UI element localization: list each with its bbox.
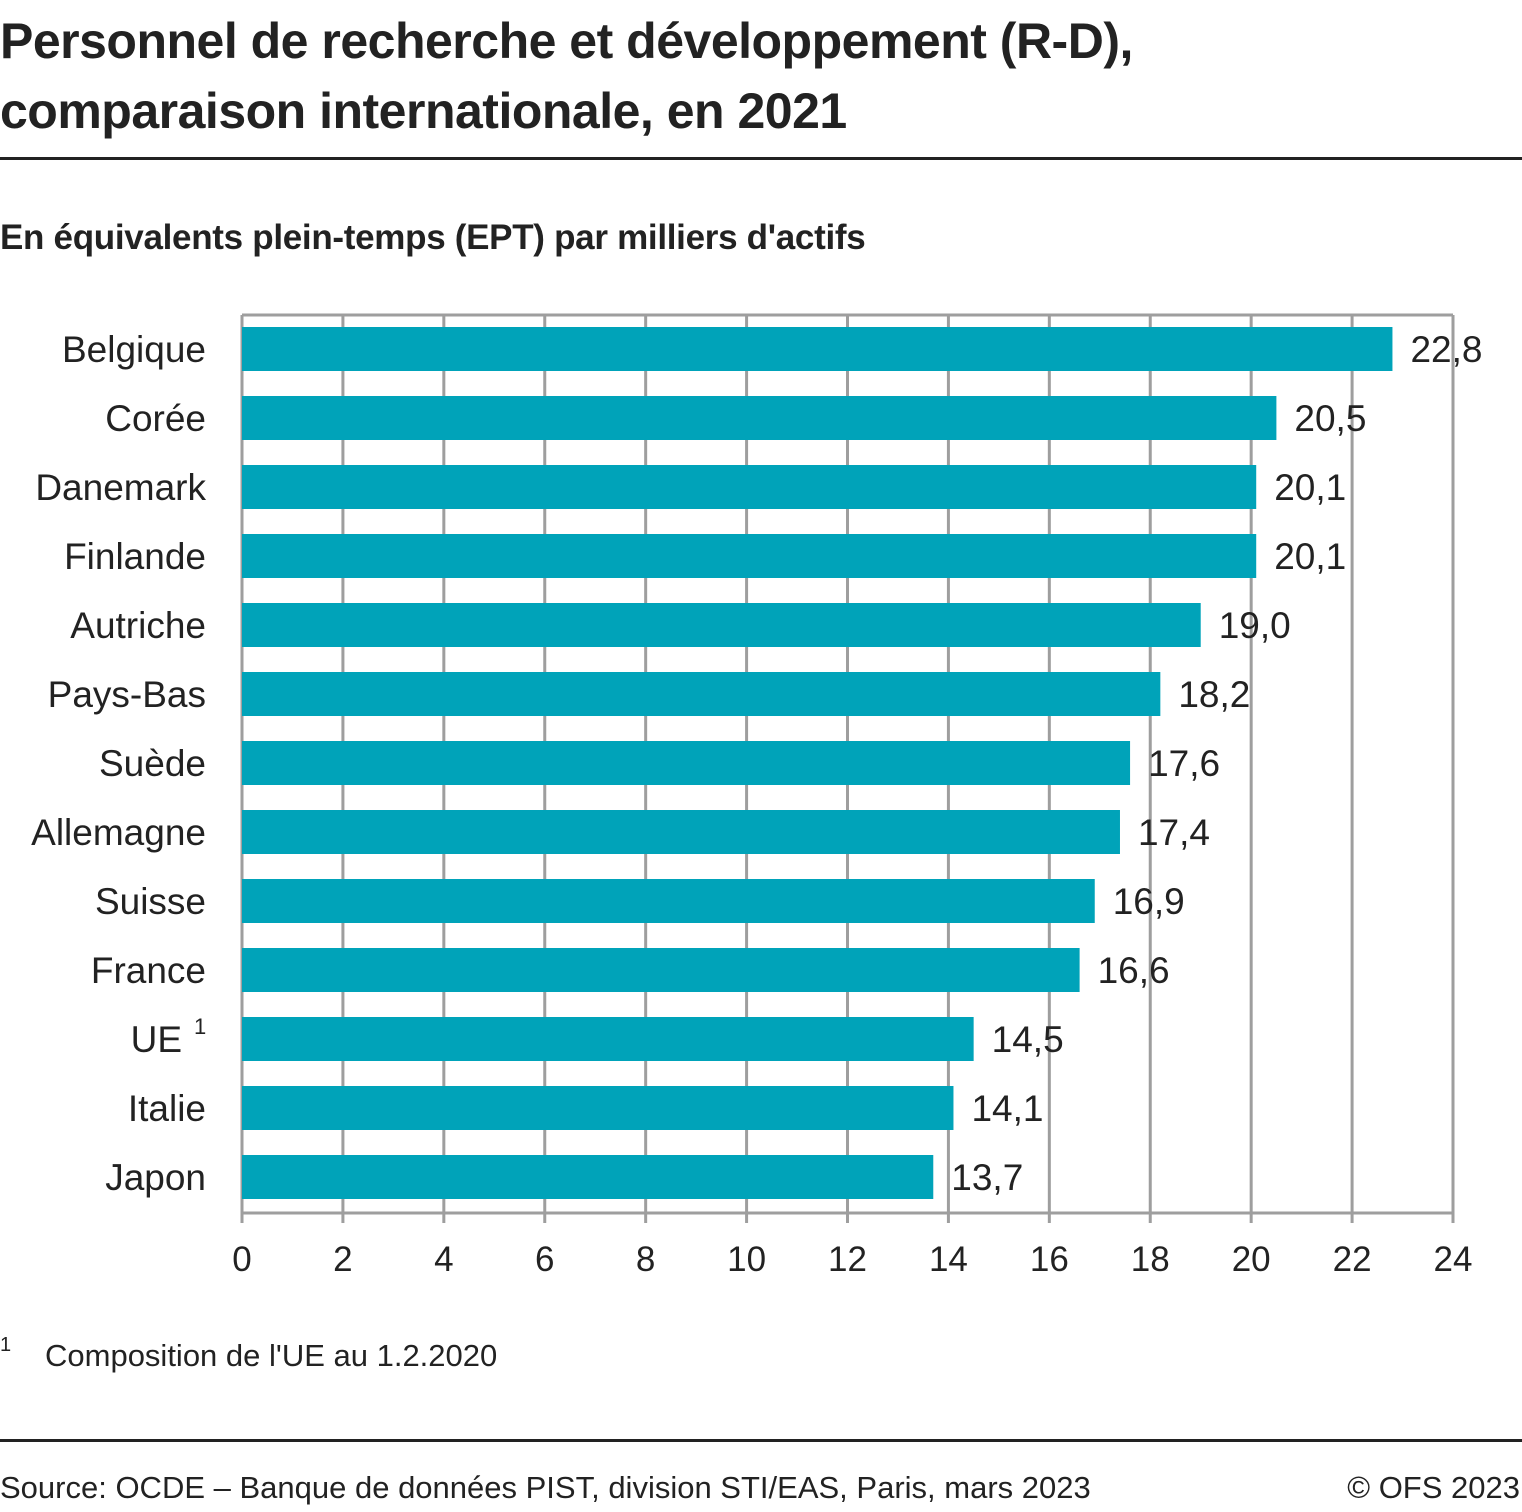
bar-suisse (242, 879, 1095, 923)
x-tick-label: 14 (929, 1240, 968, 1279)
chart-title-line-1: Personnel de recherche et développement … (0, 13, 1133, 69)
category-label: Danemark (35, 467, 206, 508)
chart-title-line-2: comparaison internationale, en 2021 (0, 83, 847, 139)
bar-corée (242, 396, 1277, 440)
category-label: Italie (128, 1088, 206, 1129)
value-label: 14,5 (992, 1019, 1064, 1060)
category-label: UE (131, 1019, 182, 1060)
x-tick-label: 22 (1333, 1240, 1372, 1279)
bar-italie (242, 1086, 954, 1130)
bar-japon (242, 1155, 934, 1199)
x-tick-label: 12 (828, 1240, 867, 1279)
x-tick-label: 8 (636, 1240, 655, 1279)
bar-belgique (242, 327, 1393, 371)
x-tick-label: 6 (535, 1240, 554, 1279)
bar-france (242, 948, 1080, 992)
x-tick-label: 0 (232, 1240, 251, 1279)
value-label: 16,6 (1098, 950, 1170, 991)
footnote-text: Composition de l'UE au 1.2.2020 (45, 1338, 498, 1373)
bar-suède (242, 741, 1131, 785)
bar-allemagne (242, 810, 1120, 854)
value-label: 22,8 (1410, 329, 1482, 370)
value-label: 18,2 (1178, 674, 1250, 715)
category-label: Japon (105, 1157, 206, 1198)
bar-finlande (242, 534, 1257, 578)
x-tick-label: 16 (1030, 1240, 1069, 1279)
x-tick-label: 18 (1131, 1240, 1170, 1279)
value-label: 19,0 (1219, 605, 1291, 646)
value-label: 17,6 (1148, 743, 1220, 784)
value-label: 17,4 (1138, 812, 1210, 853)
bar-danemark (242, 465, 1257, 509)
category-label: Corée (105, 398, 206, 439)
title-divider (0, 157, 1522, 160)
value-label: 13,7 (951, 1157, 1023, 1198)
bar-autriche (242, 603, 1201, 647)
chart-title: Personnel de recherche et développement … (0, 6, 1500, 146)
chart-subtitle: En équivalents plein-temps (EPT) par mil… (0, 218, 866, 257)
source-text: Source: OCDE – Banque de données PIST, d… (0, 1470, 1091, 1505)
value-label: 20,1 (1274, 467, 1346, 508)
category-label: Suisse (95, 881, 206, 922)
value-label: 14,1 (971, 1088, 1043, 1129)
category-label: Belgique (62, 329, 206, 370)
footer-divider (0, 1439, 1522, 1442)
category-label: Finlande (64, 536, 206, 577)
footnote-mark: 1 (0, 1334, 12, 1356)
x-tick-label: 20 (1232, 1240, 1271, 1279)
category-label: Autriche (70, 605, 206, 646)
value-label: 20,5 (1294, 398, 1366, 439)
x-tick-label: 10 (727, 1240, 766, 1279)
x-tick-label: 2 (333, 1240, 352, 1279)
category-label: Pays-Bas (48, 674, 206, 715)
value-label: 16,9 (1113, 881, 1185, 922)
x-tick-label: 24 (1434, 1240, 1473, 1279)
category-footnote-mark: 1 (194, 1014, 206, 1039)
category-label: Allemagne (31, 812, 206, 853)
bar-pays-bas (242, 672, 1161, 716)
category-label: Suède (99, 743, 206, 784)
x-tick-label: 4 (434, 1240, 453, 1279)
category-label: France (91, 950, 206, 991)
bar-ue (242, 1017, 974, 1061)
copyright-text: © OFS 2023 (1347, 1470, 1520, 1505)
value-label: 20,1 (1274, 536, 1346, 577)
